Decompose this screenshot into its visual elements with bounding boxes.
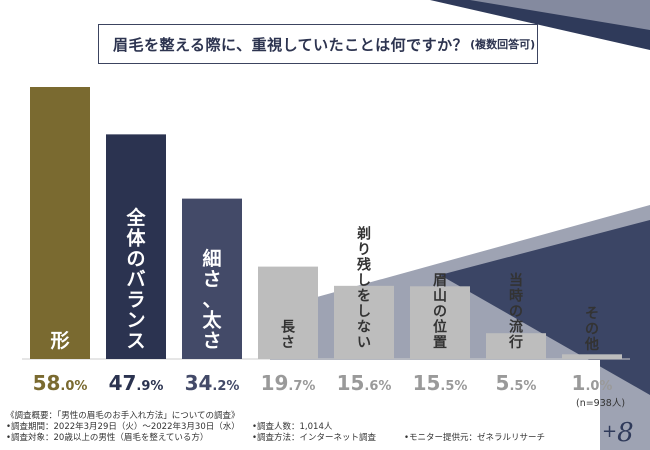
survey-footer: 《調査概要：「男性の眉毛のお手入れ方法」についての調査》 •調査期間：2022年… <box>6 400 606 448</box>
top-right-grey-band <box>470 0 650 30</box>
logo-plus: + <box>602 421 618 442</box>
category-label-4: 長さ <box>281 320 296 352</box>
chart-title: 眉毛を整える際に、重視していたことは何ですか？ <box>113 35 469 54</box>
value-label-5: 15.6% <box>337 371 392 395</box>
bar-6 <box>410 286 470 359</box>
bottom-right-navy-shape <box>440 220 650 395</box>
brand-logo: +8 <box>602 418 634 448</box>
value-label-1: 58.0% <box>33 371 88 395</box>
bar-4 <box>258 266 318 359</box>
value-label-3: 34.2% <box>185 371 240 395</box>
survey-period: •調査期間：2022年3月29日（火）〜2022年3月30日（水） <box>6 422 240 432</box>
category-label-7: 当時の流行 <box>508 272 523 351</box>
value-label-8: 1.0% <box>572 371 613 395</box>
survey-title: 《調査概要：「男性の眉毛のお手入れ方法」についての調査》 <box>6 411 240 421</box>
value-label-7: 5.5% <box>496 371 537 395</box>
category-label-1: 形 <box>50 330 69 352</box>
bottom-left-white <box>0 360 600 396</box>
bar-7 <box>486 333 546 359</box>
bar-2 <box>106 134 166 359</box>
bottom-white-panel <box>0 396 600 450</box>
logo-number: 8 <box>617 418 634 448</box>
bar-3 <box>182 198 242 359</box>
survey-count: •調査人数：1,014人 <box>252 422 333 432</box>
sample-size-label: (n=938人) <box>576 398 626 409</box>
chart-title-note: (複数回答可) <box>470 38 536 51</box>
category-label-3: 細さ、太さ <box>202 247 222 352</box>
bar-8 <box>562 354 622 359</box>
category-label-5: 剃り残しをしない <box>357 226 371 352</box>
value-label-4: 19.7% <box>261 371 316 395</box>
category-label-2: 全体のバランス <box>125 206 146 352</box>
bar-1 <box>30 87 90 359</box>
category-label-6: 眉山の位置 <box>433 273 447 351</box>
survey-method: •調査方法：インターネット調査 <box>252 433 377 443</box>
survey-target: •調査対象：20歳以上の男性（眉毛を整えている方） <box>6 433 209 443</box>
survey-provider: •モニター提供元：ゼネラルリサーチ <box>404 433 546 443</box>
chart-title-box: 眉毛を整える際に、重視していたことは何ですか？ (複数回答可) <box>98 24 538 64</box>
value-label-2: 47.9% <box>109 371 164 395</box>
bar-5 <box>334 285 394 359</box>
value-label-6: 15.5% <box>413 371 468 395</box>
category-label-8: その他 <box>584 306 599 353</box>
